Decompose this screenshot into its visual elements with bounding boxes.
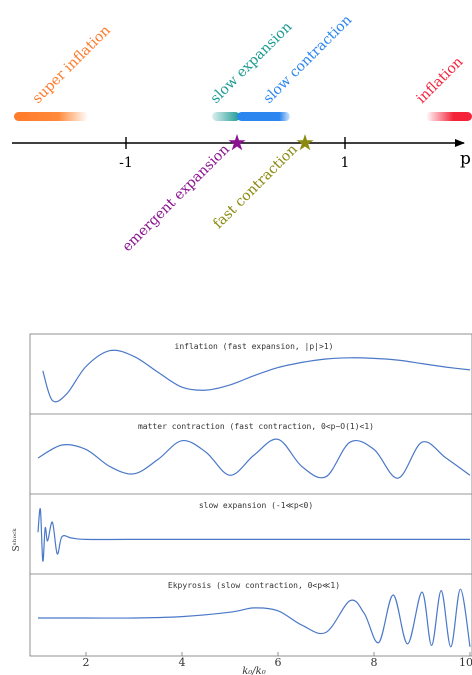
tick-label-minus-1: -1 (119, 155, 133, 171)
phase-diagram: -1 1 p super inflation slow expansion sl… (12, 12, 472, 255)
panel-title-ekpyrosis: Ekpyrosis (slow contraction, 0<p≪1) (168, 581, 340, 590)
series-line-matter-contraction (37, 438, 471, 479)
x-tick-label: 6 (275, 656, 282, 669)
slow-contraction-label: slow contraction (261, 12, 356, 107)
inflation-label: inflation (414, 54, 467, 107)
series-line-slow-expansion (37, 508, 470, 562)
fast-contraction-star (296, 134, 314, 151)
emergent-expansion-label: emergent expansion (119, 142, 232, 255)
slow-expansion-bar (212, 112, 240, 121)
y-axis-label: Sˢʰᵒᶜᵏ (12, 528, 22, 552)
x-axis-label: k₀/k₀ (242, 666, 266, 675)
x-ticks: 2 4 6 8 10 (83, 652, 472, 669)
series-line-ekpyrosis (38, 588, 471, 648)
panel-title-slow-expansion: slow expansion (-1≪p<0) (199, 501, 313, 510)
emergent-expansion-star (228, 134, 246, 151)
panel-title-matter-contraction: matter contraction (fast contraction, 0<… (138, 422, 374, 431)
panel-title-inflation: inflation (fast expansion, |p|>1) (175, 342, 334, 351)
x-tick-label: 4 (179, 656, 186, 669)
series-line-inflation (42, 349, 471, 403)
super-inflation-bar (14, 112, 88, 121)
tick-label-1: 1 (341, 155, 350, 171)
x-tick-label: 8 (371, 656, 378, 669)
spectrum-chart: inflation (fast expansion, |p|>1) matter… (12, 333, 472, 675)
x-tick-label: 2 (83, 656, 90, 669)
p-axis-label: p (460, 149, 471, 169)
inflation-bar (426, 112, 472, 121)
plot-frame (29, 333, 472, 657)
super-inflation-label: super inflation (30, 22, 114, 106)
x-tick-label: 10 (459, 656, 472, 669)
slow-contraction-bar (237, 112, 290, 121)
